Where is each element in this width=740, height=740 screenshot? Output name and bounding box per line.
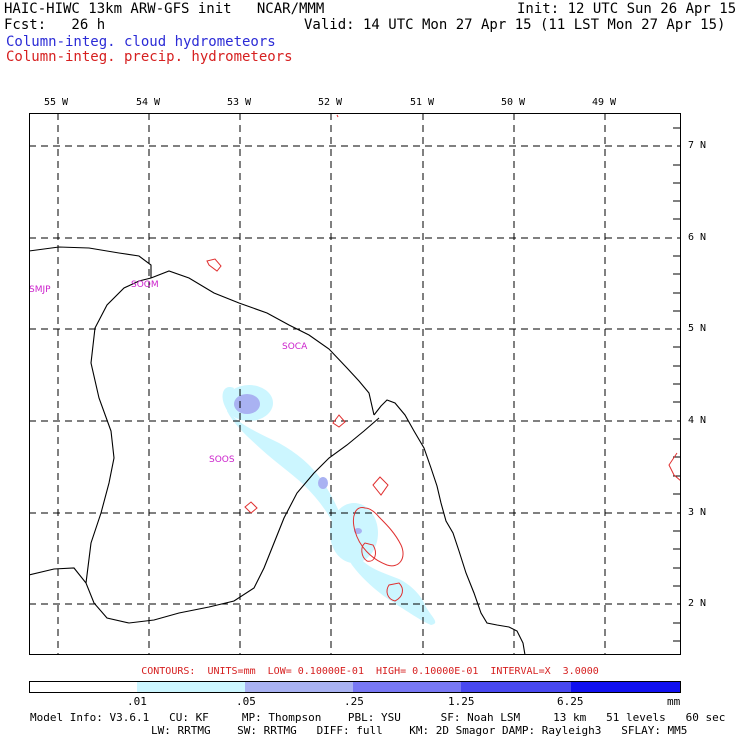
map-panel: SMJP SOOM SOCA SOOS (29, 113, 681, 655)
model-info-line1: Model Info: V3.6.1 CU: KF MP: Thompson P… (30, 711, 726, 724)
coastline (150, 270, 375, 416)
coastlines (29, 246, 526, 655)
colorbar-segment (137, 681, 245, 693)
lon-label: 55 W (44, 97, 69, 108)
precip-contour (336, 114, 339, 118)
lon-label: 51 W (410, 97, 435, 108)
colorbar-segment (245, 681, 353, 693)
colorbar (29, 681, 681, 693)
model-info-line2: LW: RRTMG SW: RRTMG DIFF: full KM: 2D Sm… (151, 724, 688, 737)
precip-contours (206, 114, 681, 602)
coastline (29, 246, 152, 278)
lon-label: 54 W (136, 97, 161, 108)
precip-contour (352, 507, 404, 567)
lat-label: 3 N (688, 507, 707, 518)
precip-contour (386, 582, 403, 602)
cloud-shade-mid (354, 528, 362, 534)
colorbar-label: .05 (236, 695, 256, 708)
precip-contour (668, 452, 681, 482)
precip-contour (361, 542, 376, 562)
colorbar-label: .01 (127, 695, 147, 708)
colorbar-label: 1.25 (448, 695, 475, 708)
colorbar-segment (571, 681, 681, 693)
header-init: Init: 12 UTC Sun 26 Apr 15 (517, 1, 737, 17)
header-forecast: Fcst: 26 h (4, 17, 106, 33)
cloud-shade-light (222, 387, 436, 625)
colorbar-segment (461, 681, 571, 693)
lat-label: 7 N (688, 140, 707, 151)
colorbar-segment (353, 681, 461, 693)
precip-contour (244, 501, 258, 514)
border-suriname-french-guiana (29, 417, 380, 624)
cloud-shade-mid (318, 477, 328, 489)
coastline (373, 399, 526, 655)
header-title: HAIC-HIWC 13km ARW-GFS init NCAR/MMM (4, 1, 325, 17)
lat-label: 4 N (688, 415, 707, 426)
lon-label: 50 W (501, 97, 526, 108)
colorbar-label: .25 (344, 695, 364, 708)
lat-label: 2 N (688, 598, 707, 609)
contour-info: CONTOURS: UNITS=mm LOW= 0.10000E-01 HIGH… (141, 666, 599, 677)
header-valid: Valid: 14 UTC Mon 27 Apr 15 (11 LST Mon … (304, 17, 726, 33)
station-label: SOOM (131, 280, 159, 290)
precip-contour (372, 476, 389, 496)
station-label: SMJP (29, 285, 51, 295)
colorbar-segment (29, 681, 137, 693)
colorbar-label: 6.25 (557, 695, 584, 708)
precip-contour (332, 414, 346, 428)
lon-label: 52 W (318, 97, 343, 108)
cloud-shading (222, 385, 436, 625)
station-labels: SMJP SOOM SOCA SOOS (29, 280, 308, 465)
colorbar-frame (29, 681, 681, 693)
border-guyana-suriname (85, 277, 152, 584)
grid-lines (29, 113, 681, 655)
map-frame (29, 113, 681, 655)
station-label: SOOS (209, 455, 235, 465)
station-label: SOCA (282, 342, 308, 352)
cloud-shade-mid (234, 394, 260, 414)
lon-label: 49 W (592, 97, 617, 108)
legend-cloud: Column-integ. cloud hydrometeors (6, 34, 276, 50)
lat-label: 6 N (688, 232, 707, 243)
precip-contour (206, 258, 222, 272)
lon-label: 53 W (227, 97, 252, 108)
colorbar-unit: mm (667, 695, 681, 708)
lat-label: 5 N (688, 323, 707, 334)
tick-marks (673, 127, 681, 642)
legend-precip: Column-integ. precip. hydrometeors (6, 49, 293, 65)
cloud-shade-light (330, 503, 378, 563)
